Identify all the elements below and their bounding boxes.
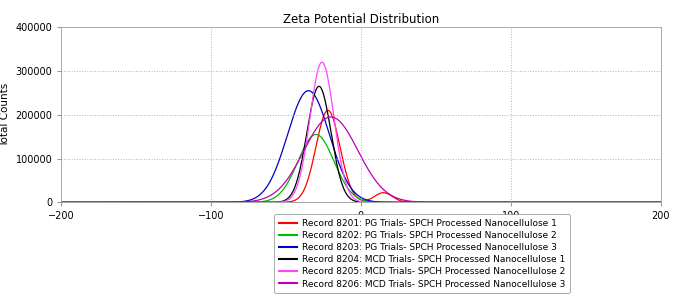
Y-axis label: Total Counts: Total Counts [0,83,10,147]
X-axis label: Apparent Zeta Potential (mV): Apparent Zeta Potential (mV) [285,227,437,237]
Title: Zeta Potential Distribution: Zeta Potential Distribution [283,13,439,26]
Legend: Record 8201: PG Trials- SPCH Processed Nanocellulose 1, Record 8202: PG Trials- : Record 8201: PG Trials- SPCH Processed N… [274,214,570,293]
